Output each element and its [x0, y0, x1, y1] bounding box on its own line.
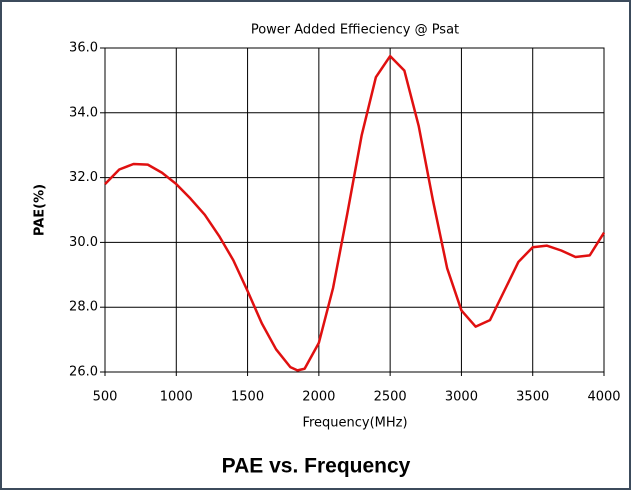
y-tick-label: 26.0	[69, 365, 98, 380]
y-tick-label: 34.0	[69, 105, 98, 120]
x-tick-label: 1000	[160, 390, 193, 405]
y-tick-label: 32.0	[69, 170, 98, 185]
x-tick-label: 1500	[231, 390, 264, 405]
x-tick-label: 3500	[516, 390, 549, 405]
y-tick-label: 36.0	[69, 41, 98, 56]
x-tick-label: 2000	[302, 390, 335, 405]
x-tick-label: 500	[93, 390, 118, 405]
chart-title: Power Added Effieciency @ Psat	[251, 23, 459, 38]
x-tick-label: 2500	[374, 390, 407, 405]
x-axis-label: Frequency(MHz)	[302, 416, 407, 431]
y-tick-label: 28.0	[69, 300, 98, 315]
data-line	[104, 54, 606, 372]
x-tick-label: 4000	[587, 390, 620, 405]
caption: PAE vs. Frequency	[222, 455, 411, 478]
y-axis-label: PAE(%)	[33, 184, 48, 236]
x-tick-label: 3000	[445, 390, 478, 405]
y-tick-label: 30.0	[69, 235, 98, 250]
